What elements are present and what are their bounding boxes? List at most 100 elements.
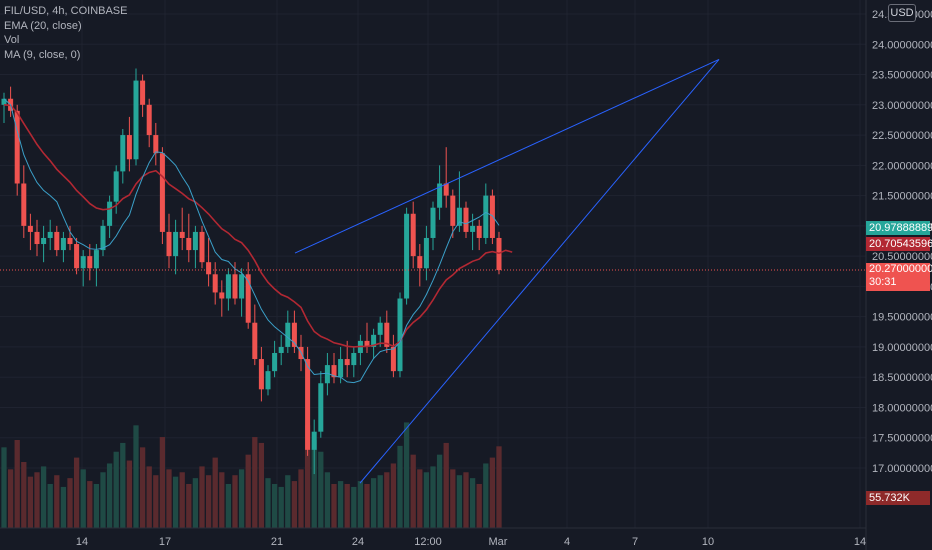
- y-tick-label: 17.50000000: [872, 433, 932, 445]
- volume-bar: [357, 481, 364, 528]
- ema-line: [3, 104, 513, 348]
- candle-body: [219, 292, 225, 299]
- volume-bar: [139, 447, 146, 528]
- y-tick-label: 22.00000000: [872, 160, 932, 172]
- last-price-tag-value: 20.27000000: [869, 263, 932, 275]
- time-axis[interactable]: 14 17 21 24 12:00 Mar 4 7 10 14: [76, 536, 866, 548]
- volume-bar: [370, 478, 377, 528]
- volume-bar: [489, 457, 496, 528]
- lower-trendline[interactable]: [359, 59, 720, 484]
- candle-body: [443, 183, 449, 196]
- candle: [179, 207, 185, 251]
- candle-body: [291, 322, 297, 347]
- volume-bar: [219, 472, 225, 528]
- candle-body: [239, 274, 245, 299]
- candle: [219, 280, 225, 317]
- candle: [252, 304, 258, 366]
- candle: [80, 250, 86, 287]
- candle-body: [252, 322, 258, 360]
- candle-body: [258, 359, 264, 390]
- candle-body: [34, 231, 40, 245]
- candle: [443, 147, 449, 208]
- candle-body: [140, 80, 146, 105]
- candle: [410, 201, 416, 269]
- candle: [245, 262, 251, 329]
- candle: [377, 316, 383, 347]
- candle: [311, 419, 317, 475]
- volume-bar: [384, 472, 390, 528]
- y-tick-label: 18.50000000: [872, 372, 932, 384]
- volume-bar: [153, 475, 159, 528]
- legend-vol[interactable]: Vol: [4, 34, 20, 46]
- ma-price-tag: 20.97888889: [866, 221, 932, 235]
- y-tick-label: 18.00000000: [872, 402, 932, 414]
- candle-body: [364, 340, 370, 347]
- candle-body: [470, 225, 476, 232]
- candle: [87, 244, 93, 281]
- legend-ema[interactable]: EMA (20, close): [4, 19, 82, 32]
- x-tick-label: 12:00: [414, 536, 442, 548]
- candle-body: [173, 231, 179, 257]
- candle: [27, 213, 33, 251]
- candle: [146, 98, 152, 148]
- volume-bar: [146, 466, 152, 528]
- candle-body: [47, 231, 53, 238]
- trendlines[interactable]: [294, 58, 720, 484]
- candle-body: [417, 256, 423, 269]
- volume-bar: [265, 478, 271, 528]
- currency-button[interactable]: USD: [888, 4, 916, 22]
- candle-body: [14, 110, 20, 184]
- candle-body: [54, 231, 60, 251]
- x-tick-label: 4: [564, 536, 570, 548]
- candle-body: [450, 195, 456, 226]
- volume-bar: [225, 484, 232, 528]
- legend-symbol[interactable]: FIL/USD, 4h, COINBASE: [4, 5, 128, 17]
- bar-countdown: 30:31: [869, 276, 897, 288]
- candle-body: [430, 207, 436, 238]
- y-tick-label: 19.50000000: [872, 312, 932, 324]
- volume-bar: [113, 451, 119, 528]
- candle-body: [113, 171, 119, 202]
- candle: [107, 195, 113, 238]
- candle: [278, 334, 284, 366]
- chart-legend: FIL/USD, 4h, COINBASE EMA (20, close) Vo…: [4, 4, 127, 62]
- candle-body: [437, 183, 443, 208]
- volume-bar: [34, 472, 40, 528]
- legend-ma[interactable]: MA (9, close, 0): [4, 48, 81, 61]
- candle-body: [377, 322, 383, 335]
- x-tick-label: 14: [76, 536, 88, 548]
- y-tick-label: 24.00000000: [872, 39, 932, 51]
- candle-body: [186, 237, 192, 251]
- candle-body: [338, 359, 344, 378]
- candle-body: [483, 195, 489, 238]
- volume-bar: [483, 463, 489, 528]
- candle-body: [67, 237, 73, 245]
- volume-bar: [410, 454, 416, 528]
- candle: [41, 225, 47, 263]
- volume-bar: [80, 469, 86, 528]
- candle: [476, 219, 482, 251]
- volume-bar: [436, 454, 443, 528]
- volume-bar: [73, 457, 80, 528]
- volume-bar: [93, 484, 100, 528]
- candle: [1, 92, 7, 123]
- volume-bar: [106, 463, 113, 528]
- volume-bar: [324, 472, 331, 528]
- ma-price-tag-value: 20.97888889: [869, 222, 932, 234]
- candle-body: [390, 346, 396, 372]
- volume-bar: [238, 469, 245, 528]
- ema-price-tag-value: 20.70543596: [869, 238, 932, 250]
- candle: [67, 225, 73, 251]
- candle-body: [21, 183, 27, 226]
- candle: [212, 262, 218, 305]
- candle-body: [41, 237, 47, 245]
- upper-trendline[interactable]: [294, 58, 720, 254]
- candle: [463, 201, 469, 238]
- volume-bar: [430, 466, 436, 528]
- candle: [483, 183, 489, 245]
- volume-bar: [377, 475, 383, 528]
- x-tick-label: 17: [159, 536, 171, 548]
- candle-body: [166, 231, 172, 257]
- candle: [258, 346, 264, 402]
